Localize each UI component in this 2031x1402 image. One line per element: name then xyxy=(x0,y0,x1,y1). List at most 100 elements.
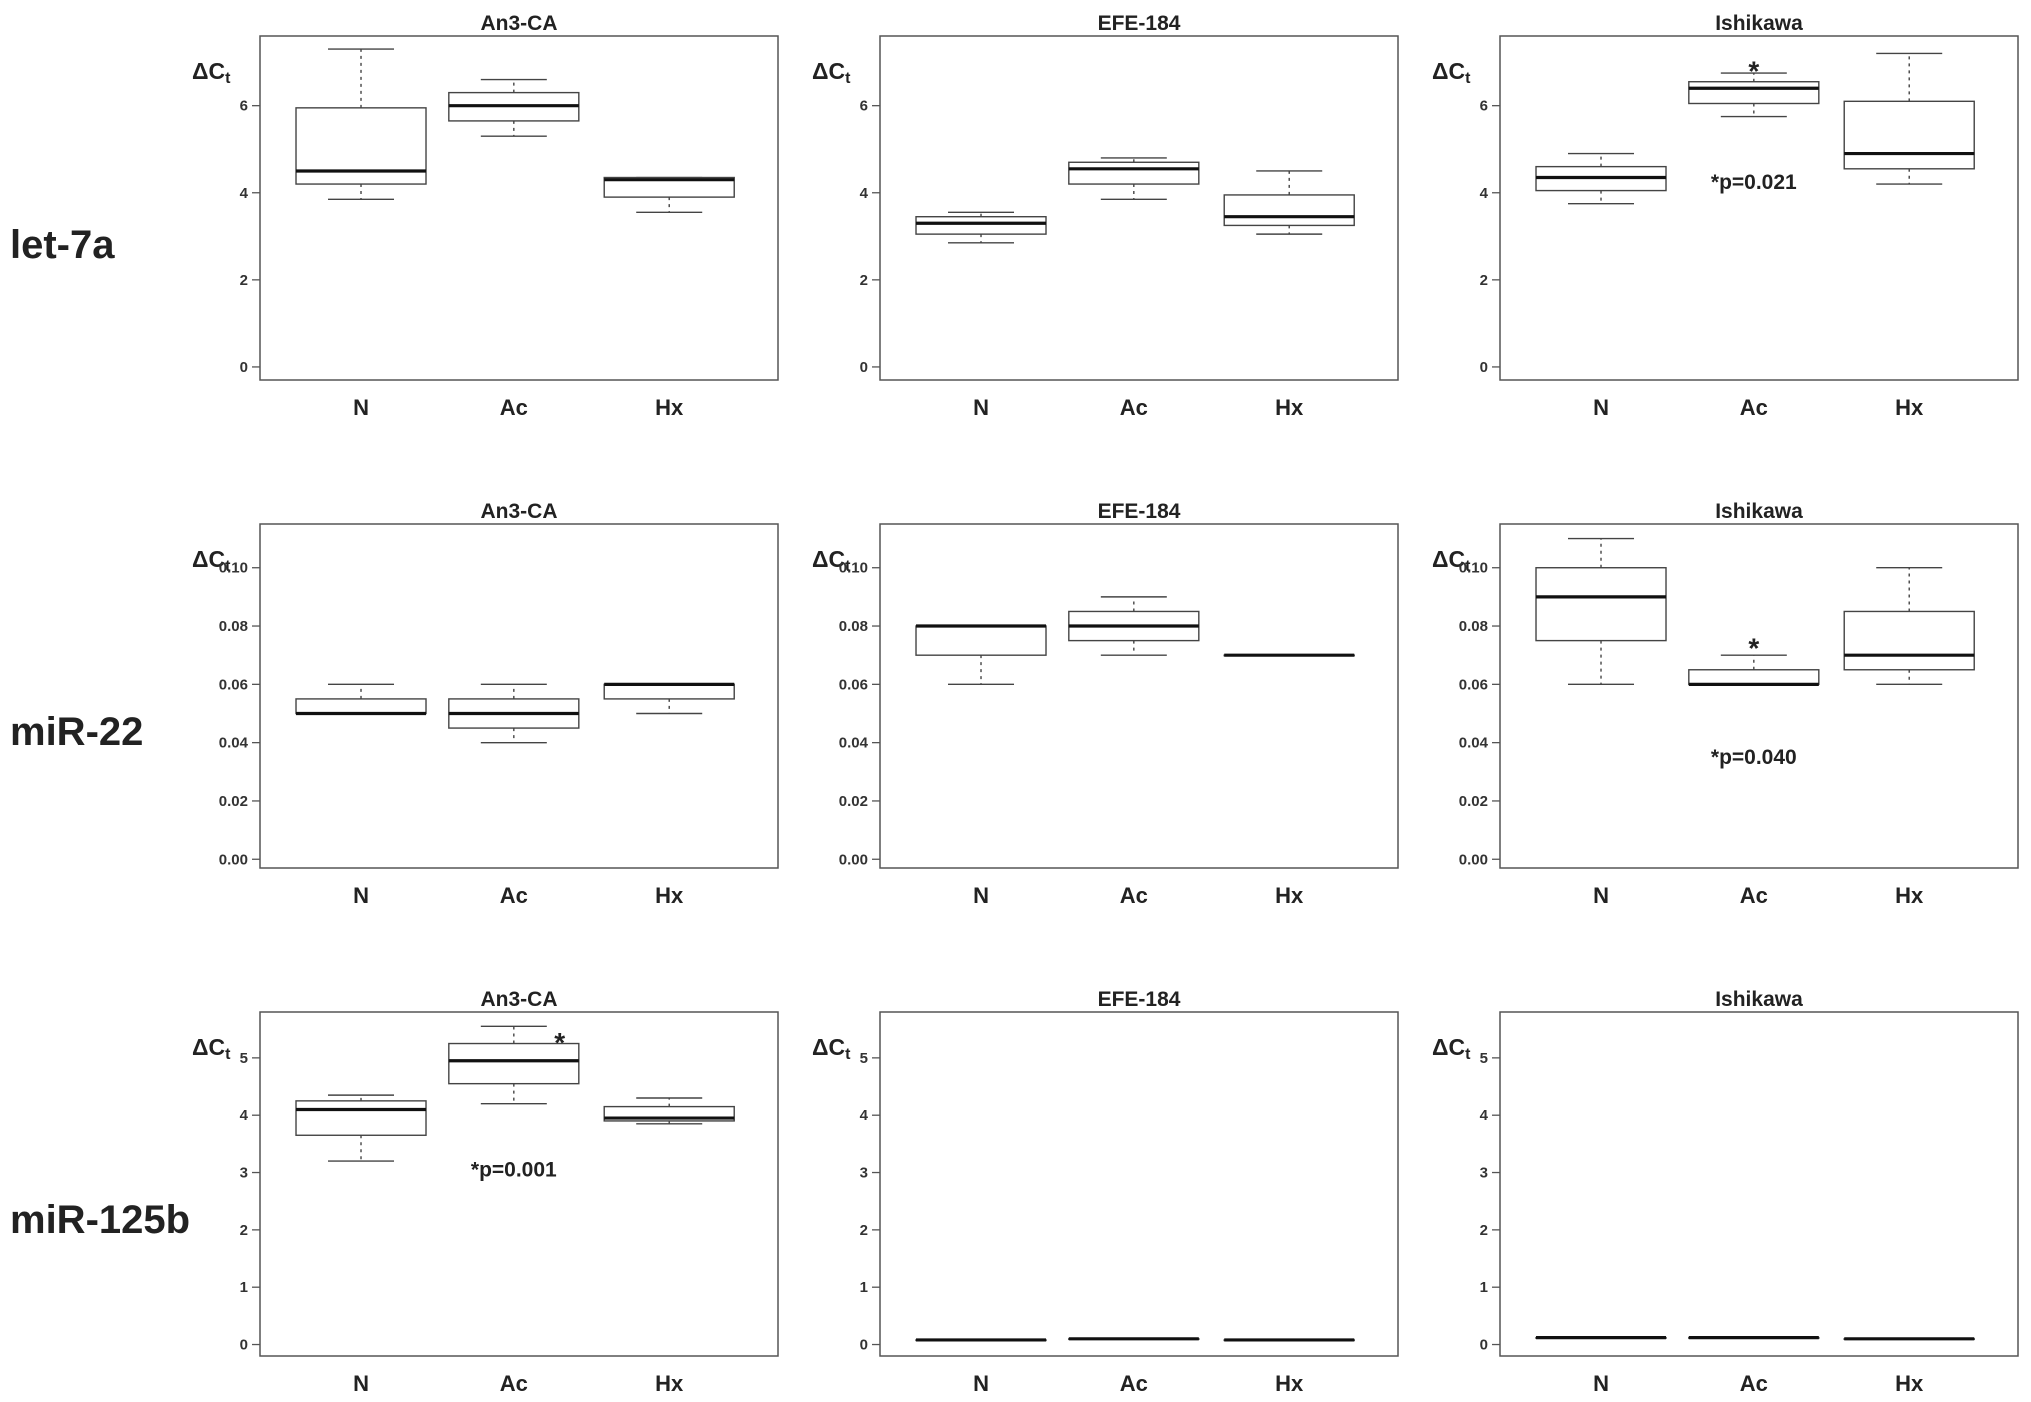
x-tick-label-ac: Ac xyxy=(1740,1371,1768,1396)
box-hx xyxy=(1223,1338,1355,1342)
panel-title: Ishikawa xyxy=(1715,988,1803,1011)
x-tick-label-ac: Ac xyxy=(1120,883,1148,908)
y-tick-label: 1 xyxy=(240,1279,248,1296)
box-hx xyxy=(1843,52,1975,185)
panel-title: Ishikawa xyxy=(1715,500,1803,523)
iqr-box xyxy=(915,216,1047,235)
y-tick-label: 0.10 xyxy=(1459,560,1488,577)
y-tick-label: 5 xyxy=(1480,1050,1488,1067)
panel-mir-125b-ishikawa: Ishikawa ΔCt 0 1 2 3 4 5 N Ac Hx xyxy=(1432,988,2019,1396)
iqr-box xyxy=(295,1100,427,1136)
x-tick-label-hx: Hx xyxy=(1275,883,1304,908)
row-label-mir-22: miR-22 xyxy=(10,710,143,754)
box-hx xyxy=(1843,567,1975,686)
y-tick-label: 0.08 xyxy=(219,618,248,635)
panel-let-7a-ishikawa: Ishikawa ΔCt 0 2 4 6 N Ac Hx * *p=0.021 xyxy=(1432,12,2019,420)
y-axis-label: ΔCt xyxy=(812,58,851,87)
box-ac xyxy=(448,683,580,744)
x-tick-label-ac: Ac xyxy=(1740,395,1768,420)
y-tick-label: 2 xyxy=(860,1222,868,1239)
x-tick-label-n: N xyxy=(353,883,369,908)
box-hx xyxy=(1223,653,1355,657)
plot-frame xyxy=(259,35,779,381)
box-n xyxy=(295,1094,427,1162)
plot-frame xyxy=(879,35,1399,381)
panel-title: An3-CA xyxy=(481,500,558,523)
y-tick-label: 0.02 xyxy=(1459,793,1488,810)
y-axis-label: ΔCt xyxy=(1432,58,1471,87)
panel-title: An3-CA xyxy=(481,988,558,1011)
box-hx xyxy=(603,682,735,715)
panel-mir-22-an3-ca: An3-CA ΔCt 0.00 0.02 0.04 0.06 0.08 0.10 N Ac Hx xyxy=(192,500,779,908)
y-tick-label: 0.04 xyxy=(219,735,249,752)
y-tick-label: 5 xyxy=(240,1050,248,1067)
x-tick-label-n: N xyxy=(1593,883,1609,908)
panel-mir-22-ishikawa: Ishikawa ΔCt 0.00 0.02 0.04 0.06 0.08 0.10 N Ac Hx… xyxy=(1432,500,2019,908)
y-tick-label: 0.08 xyxy=(1459,618,1488,635)
significance-star: * xyxy=(554,1027,565,1058)
box-n xyxy=(295,48,427,200)
x-tick-label-hx: Hx xyxy=(655,883,684,908)
x-tick-label-n: N xyxy=(973,883,989,908)
y-tick-label: 2 xyxy=(240,1222,248,1239)
box-n xyxy=(915,624,1047,686)
box-hx xyxy=(1223,170,1355,235)
y-tick-label: 4 xyxy=(860,1107,869,1124)
panel-let-7a-efe-184: EFE-184 ΔCt 0 2 4 6 N Ac Hx xyxy=(812,12,1399,420)
y-tick-label: 4 xyxy=(240,185,249,202)
box-ac xyxy=(448,1025,580,1105)
x-tick-label-hx: Hx xyxy=(655,1371,684,1396)
box-ac xyxy=(1688,1336,1820,1340)
p-value-annotation: *p=0.001 xyxy=(471,1159,557,1182)
box-n xyxy=(1535,152,1667,205)
x-tick-label-ac: Ac xyxy=(1120,1371,1148,1396)
iqr-box xyxy=(295,698,427,715)
x-tick-label-n: N xyxy=(1593,395,1609,420)
panel-mir-125b-an3-ca: An3-CA ΔCt 0 1 2 3 4 5 N Ac Hx * *p=0.001 xyxy=(192,988,779,1396)
iqr-box xyxy=(295,107,427,185)
y-axis-label: ΔCt xyxy=(1432,1034,1471,1063)
p-value-annotation: *p=0.021 xyxy=(1711,171,1797,194)
y-tick-label: 3 xyxy=(240,1165,248,1182)
p-value-annotation: *p=0.040 xyxy=(1711,746,1797,769)
y-tick-label: 0.02 xyxy=(839,793,868,810)
x-tick-label-n: N xyxy=(353,1371,369,1396)
y-tick-label: 3 xyxy=(1480,1165,1488,1182)
y-tick-label: 5 xyxy=(860,1050,868,1067)
box-n xyxy=(1535,537,1667,686)
y-axis-label: ΔCt xyxy=(812,546,851,575)
iqr-box xyxy=(1688,669,1820,686)
box-ac xyxy=(1688,72,1820,118)
iqr-box xyxy=(1068,161,1200,185)
x-tick-label-ac: Ac xyxy=(1120,395,1148,420)
x-tick-label-ac: Ac xyxy=(500,395,528,420)
plot-frame xyxy=(879,1011,1399,1357)
y-tick-label: 0 xyxy=(240,1337,248,1354)
box-n xyxy=(1535,1336,1667,1340)
x-tick-label-ac: Ac xyxy=(1740,883,1768,908)
box-hx xyxy=(603,176,735,214)
x-tick-label-n: N xyxy=(353,395,369,420)
plot-frame xyxy=(1499,523,2019,869)
plot-frame xyxy=(1499,35,2019,381)
box-ac xyxy=(1068,157,1200,200)
panel-title: EFE-184 xyxy=(1098,500,1181,523)
y-tick-label: 4 xyxy=(240,1107,249,1124)
iqr-box xyxy=(1535,567,1667,642)
panel-mir-125b-efe-184: EFE-184 ΔCt 0 1 2 3 4 5 N Ac Hx xyxy=(812,988,1399,1396)
y-axis-label: ΔCt xyxy=(812,1034,851,1063)
plot-frame xyxy=(879,523,1399,869)
panel-mir-22-efe-184: EFE-184 ΔCt 0.00 0.02 0.04 0.06 0.08 0.10 N Ac Hx xyxy=(812,500,1399,908)
iqr-box xyxy=(448,1042,580,1085)
significance-star: * xyxy=(1748,55,1759,86)
y-tick-label: 0 xyxy=(1480,359,1488,376)
y-tick-label: 4 xyxy=(1480,185,1489,202)
row-label-mir-125b: miR-125b xyxy=(10,1198,190,1242)
x-tick-label-n: N xyxy=(973,395,989,420)
y-tick-label: 0.08 xyxy=(839,618,868,635)
x-tick-label-hx: Hx xyxy=(1895,395,1924,420)
y-tick-label: 0 xyxy=(1480,1337,1488,1354)
box-hx xyxy=(603,1097,735,1125)
y-tick-label: 0.06 xyxy=(219,676,248,693)
y-tick-label: 1 xyxy=(860,1279,868,1296)
